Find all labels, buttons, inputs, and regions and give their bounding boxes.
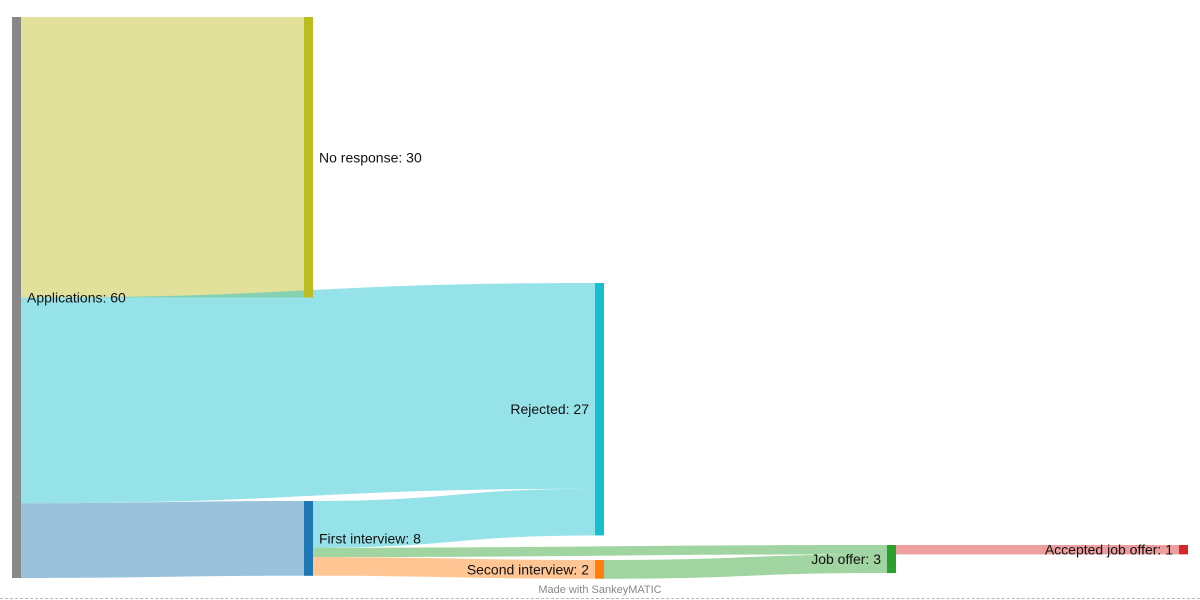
flow-first-interview-to-rejected[interactable]	[313, 488, 595, 548]
label-first-interview: First interview: 8	[319, 530, 421, 546]
label-second-interview: Second interview: 2	[467, 561, 589, 577]
flow-first-interview-to-second-interview[interactable]	[313, 557, 595, 579]
node-rejected[interactable]	[595, 283, 604, 536]
label-accepted-job-offer: Accepted job offer: 1	[1045, 542, 1173, 558]
node-no-response[interactable]	[304, 17, 313, 298]
flow-second-interview-to-job-offer[interactable]	[604, 554, 887, 579]
node-applications[interactable]	[12, 17, 21, 578]
flows-layer	[21, 17, 1179, 579]
label-job-offer: Job offer: 3	[811, 551, 881, 567]
footer-divider	[0, 598, 1200, 599]
node-first-interview[interactable]	[304, 501, 313, 576]
label-rejected: Rejected: 27	[510, 401, 589, 417]
flow-applications-to-first-interview[interactable]	[21, 501, 304, 578]
node-job-offer[interactable]	[887, 545, 896, 574]
flow-job-offer-to-accepted-job-offer[interactable]	[896, 545, 1179, 555]
node-accepted-job-offer[interactable]	[1179, 545, 1188, 555]
sankeymatic-credit[interactable]: Made with SankeyMATIC	[538, 584, 662, 596]
nodes-layer	[12, 17, 1188, 579]
flow-applications-to-no-response[interactable]	[21, 17, 304, 298]
label-no-response: No response: 30	[319, 149, 422, 165]
node-second-interview[interactable]	[595, 560, 604, 579]
flow-first-interview-to-job-offer[interactable]	[313, 545, 887, 558]
label-applications: Applications: 60	[27, 290, 126, 306]
flow-applications-to-rejected[interactable]	[21, 283, 595, 504]
labels-layer: Applications: 60 No response: 30 Rejected:…	[27, 149, 1173, 577]
